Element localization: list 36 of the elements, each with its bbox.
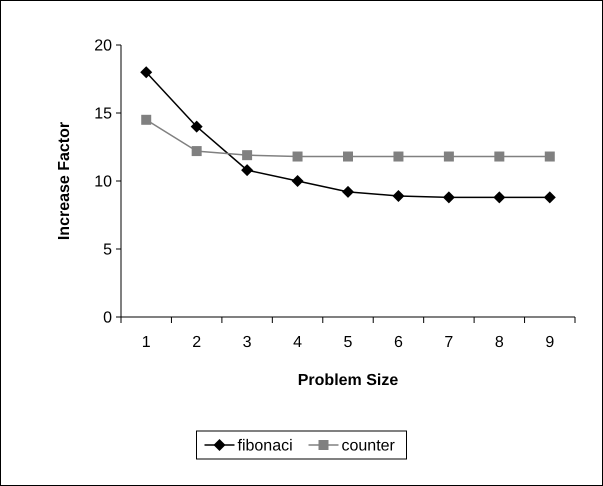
- x-tick-label: 2: [192, 334, 202, 351]
- y-axis-title: Increase Factor: [56, 122, 73, 240]
- y-tick-label: 5: [103, 242, 112, 259]
- point: [292, 175, 304, 187]
- point: [392, 190, 404, 202]
- point: [544, 191, 556, 204]
- x-tick-label: 5: [344, 334, 353, 351]
- point: [242, 150, 252, 160]
- point: [444, 152, 454, 162]
- y-tick-label: 0: [103, 310, 112, 327]
- point: [141, 114, 152, 125]
- x-tick-label: 6: [394, 334, 403, 351]
- y-tick-label: 10: [94, 174, 112, 191]
- point: [342, 186, 354, 198]
- point: [292, 152, 303, 162]
- x-axis-title: Problem Size: [298, 372, 398, 389]
- legend-label: fibonaci: [238, 438, 293, 455]
- y-tick-label: 20: [94, 38, 112, 55]
- legend-label: counter: [342, 438, 396, 455]
- point: [393, 152, 404, 162]
- point: [190, 120, 203, 133]
- point: [493, 191, 506, 204]
- point: [343, 152, 353, 162]
- point: [442, 191, 455, 204]
- x-tick-label: 4: [293, 334, 302, 351]
- x-tick-label: 1: [142, 334, 151, 351]
- x-tick-label: 3: [242, 334, 252, 351]
- point: [140, 66, 152, 78]
- point: [544, 152, 555, 162]
- x-tick-label: 9: [545, 334, 554, 351]
- point: [241, 164, 254, 176]
- point: [494, 152, 504, 162]
- y-tick-label: 15: [94, 106, 112, 123]
- point: [192, 146, 202, 156]
- x-tick-label: 8: [494, 334, 504, 351]
- x-tick-label: 7: [444, 334, 454, 351]
